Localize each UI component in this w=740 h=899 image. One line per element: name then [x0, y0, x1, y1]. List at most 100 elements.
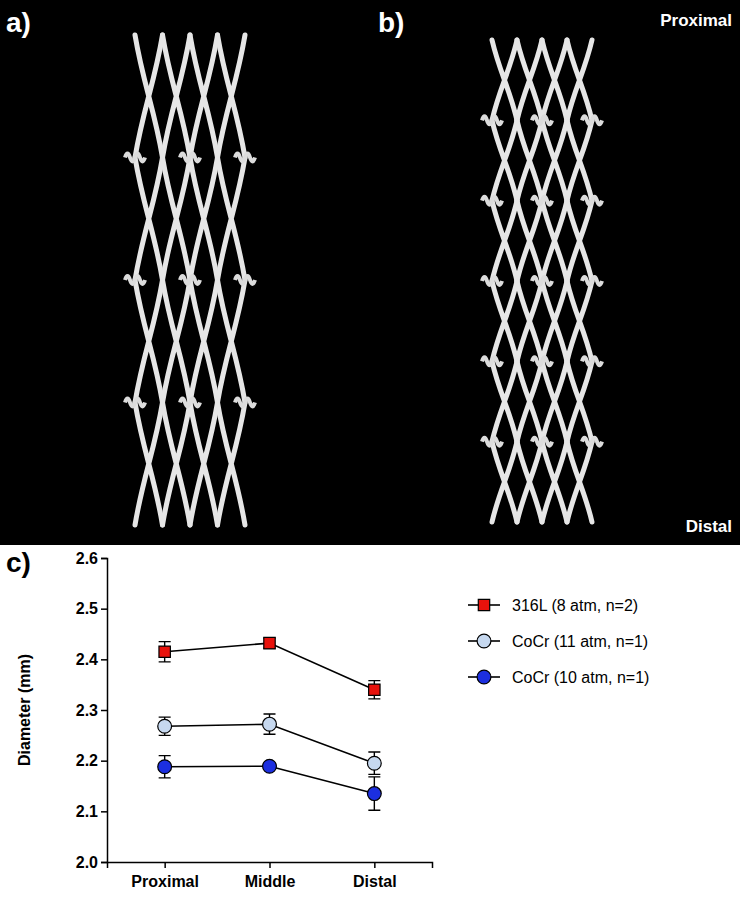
y-tick: 2.2 — [76, 752, 107, 769]
legend-label: CoCr (11 atm, n=1) — [512, 633, 648, 650]
error-bar-line — [264, 638, 276, 648]
y-tick-mark — [101, 558, 107, 560]
y-tick-mark — [101, 659, 107, 661]
error-bar — [159, 756, 171, 778]
stent-strut — [190, 158, 218, 281]
stent-strut — [492, 120, 517, 200]
legend-marker — [477, 634, 491, 648]
stent-connector — [235, 399, 255, 407]
stent-strut — [218, 158, 246, 281]
y-tick: 2.6 — [76, 550, 107, 567]
plot-area — [158, 637, 381, 810]
stent-strut — [190, 403, 218, 526]
x-tick: Proximal — [131, 862, 199, 890]
stent-connector — [532, 277, 552, 285]
error-bar-line — [159, 642, 171, 662]
figure: a)b)ProximalDistalc)2.02.12.22.32.42.52.… — [0, 0, 740, 899]
x-tick-label: Middle — [245, 873, 296, 890]
stent-connector — [235, 154, 255, 162]
stent-b — [482, 40, 602, 522]
legend-marker — [478, 599, 489, 610]
error-bar — [159, 642, 171, 662]
stent-strut — [190, 35, 218, 158]
stent-strut — [135, 158, 163, 281]
stent-connector — [125, 276, 145, 284]
stent-strut — [517, 120, 542, 200]
y-tick-label: 2.1 — [76, 803, 98, 820]
stent-strut — [163, 158, 191, 281]
panel-label: a) — [6, 7, 31, 38]
data-point — [367, 787, 381, 801]
x-axis-line — [108, 863, 433, 869]
stent-strut — [492, 442, 517, 522]
image-background — [0, 0, 740, 545]
stent-connector — [235, 276, 255, 284]
stent-connector — [482, 197, 502, 205]
data-point — [367, 756, 381, 770]
stent-connector — [180, 154, 200, 162]
stent-connector — [482, 277, 502, 285]
y-tick-label: 2.6 — [76, 550, 98, 567]
y-tick: 2.4 — [76, 651, 107, 668]
y-axis-title: Diameter (mm) — [16, 654, 33, 766]
stent-strut — [492, 361, 517, 441]
stent-strut — [163, 280, 191, 403]
stent-connector — [582, 357, 602, 365]
legend-item: CoCr (10 atm, n=1) — [468, 669, 649, 686]
legend-label: 316L (8 atm, n=2) — [512, 597, 638, 614]
y-tick: 2.1 — [76, 803, 107, 820]
panel-label: c) — [6, 547, 31, 578]
stent-connector — [532, 116, 552, 124]
x-tick: Distal — [353, 862, 397, 890]
image-label: Distal — [686, 517, 732, 536]
stent-connector — [582, 438, 602, 446]
y-tick-label: 2.4 — [76, 651, 98, 668]
data-point — [263, 759, 277, 773]
stent-connector — [180, 276, 200, 284]
stent-strut — [218, 280, 246, 403]
legend-item: 316L (8 atm, n=2) — [468, 597, 638, 614]
y-tick-label: 2.3 — [76, 702, 98, 719]
error-bar-line — [368, 777, 380, 810]
stent-strut — [492, 281, 517, 361]
y-tick-mark — [101, 862, 107, 864]
error-bar-line — [159, 756, 171, 778]
data-point — [264, 637, 275, 648]
y-tick: 2.3 — [76, 702, 107, 719]
stent-strut — [542, 40, 567, 120]
stent-strut — [492, 201, 517, 281]
stent-strut — [135, 280, 163, 403]
stent-connector — [125, 399, 145, 407]
x-tick-mark — [269, 862, 271, 868]
stent-strut — [517, 442, 542, 522]
x-tick-mark — [374, 862, 376, 868]
y-tick-mark — [101, 710, 107, 712]
stent-connector — [582, 116, 602, 124]
error-bar — [159, 717, 171, 735]
error-bar — [368, 777, 380, 810]
y-tick-mark — [101, 760, 107, 762]
y-tick: 2.0 — [76, 854, 107, 871]
x-axis: Proximal Middle Distal — [108, 862, 433, 890]
image-label: Proximal — [660, 11, 732, 30]
stent-strut — [567, 281, 592, 361]
stent-strut — [567, 442, 592, 522]
y-axis-line — [101, 559, 108, 863]
x-tick-label: Proximal — [131, 873, 199, 890]
stent-connector — [532, 357, 552, 365]
stent-strut — [567, 40, 592, 120]
stent-connector — [125, 154, 145, 162]
y-tick-label: 2.0 — [76, 854, 98, 871]
stent-strut — [135, 35, 163, 158]
stent-strut — [135, 403, 163, 526]
stent-strut — [542, 281, 567, 361]
y-tick-mark — [101, 608, 107, 610]
stent-strut — [218, 403, 246, 526]
stent-strut — [190, 280, 218, 403]
legend-label: CoCr (10 atm, n=1) — [512, 669, 649, 686]
data-point — [158, 760, 172, 774]
data-point — [369, 684, 380, 695]
stent-connector — [180, 399, 200, 407]
stent-strut — [517, 201, 542, 281]
stent-strut — [567, 120, 592, 200]
